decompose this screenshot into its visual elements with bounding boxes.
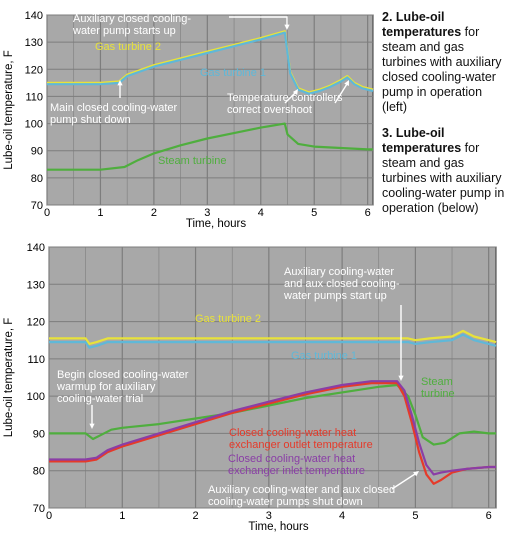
caption-3-number: 3.	[382, 126, 393, 140]
y-axis-label: Lube-oil temperature, F	[3, 50, 15, 170]
annotation-arrow	[391, 473, 416, 490]
series-label-1: Gas turbine 1	[200, 67, 266, 79]
x-tick-label: 5	[412, 510, 418, 522]
series-line-4	[49, 380, 496, 476]
annotation-0: Auxiliary closed cooling-water pump star…	[72, 13, 191, 37]
chart-bottom: 0 1 2 3 4 5 6 70 80 90 100 110 120 130 140 Time, hours L…	[3, 242, 497, 533]
x-tick-label: 4	[258, 207, 264, 219]
annotation-2: Temperature controllers correct overshoot	[227, 92, 343, 116]
x-tick-label: 2	[151, 207, 157, 219]
annotation-1: Main closed cooling-water pump shut down	[50, 102, 178, 126]
series-line-2	[47, 122, 373, 171]
caption-3-bold: Lube-oil temperatures	[382, 126, 462, 155]
caption-2-number: 2.	[382, 10, 393, 24]
y-axis-label: Lube-oil temperature, F	[3, 318, 15, 438]
x-tick-label: 6	[365, 207, 371, 219]
caption-2-bold: Lube-oil temperatures	[382, 10, 462, 39]
arrow-head	[89, 423, 95, 429]
annotation-1: Begin closed cooling-water warmup for aux…	[56, 369, 189, 405]
series-label-2: Steam turbine	[421, 376, 455, 400]
y-tick-label: 100	[27, 391, 45, 403]
y-tick-label: 110	[25, 91, 43, 103]
chart-top: 0 1 2 3 4 5 6 70 80 90 100 110 120 130 140 Time, hours L…	[3, 10, 374, 230]
x-tick-label: 4	[339, 510, 345, 522]
series-label-0: Gas turbine 2	[195, 313, 261, 325]
annotation-0: Auxiliary cooling-water and aux closed co…	[283, 266, 400, 302]
x-tick-label: 5	[311, 207, 317, 219]
annotation-arrow	[229, 16, 288, 26]
series-label-3: Closed cooling-water heat exchanger outle…	[229, 427, 373, 451]
x-tick-label: 0	[44, 207, 50, 219]
arrow-head	[284, 24, 290, 30]
arrow-head	[413, 471, 419, 477]
y-tick-label: 120	[25, 64, 43, 76]
caption-3-text: for steam and gas turbines with auxiliar…	[382, 141, 505, 215]
plot-area	[46, 14, 374, 206]
x-tick-label: 1	[97, 207, 103, 219]
y-tick-label: 90	[31, 146, 43, 158]
series-label-0: Gas turbine 2	[95, 41, 161, 53]
x-tick-label: 2	[192, 510, 198, 522]
caption-figure-3: 3. Lube-oil temperatures for steam and g…	[382, 126, 506, 216]
y-tick-label: 130	[25, 37, 43, 49]
series-line-1	[47, 31, 374, 95]
series-line-1	[49, 333, 497, 349]
series-label-1: Gas turbine 1	[291, 350, 357, 362]
y-tick-label: 140	[25, 10, 43, 22]
x-tick-label: 3	[266, 510, 272, 522]
x-tick-label: 3	[204, 207, 210, 219]
y-tick-label: 90	[33, 428, 45, 440]
x-tick-label: 1	[119, 510, 125, 522]
arrow-head	[117, 80, 123, 86]
y-tick-label: 70	[33, 503, 45, 515]
series-label-2: Steam turbine	[158, 155, 226, 167]
y-tick-label: 110	[27, 354, 45, 366]
arrow-head	[292, 89, 298, 95]
series-label-4: Closed cooling-water heat exchanger inlet…	[228, 453, 365, 477]
y-tick-label: 100	[25, 119, 43, 131]
caption-figure-2: 2. Lube-oil temperatures for steam and g…	[382, 10, 506, 115]
x-axis-label: Time, hours	[186, 218, 247, 230]
annotation-arrow	[284, 91, 297, 104]
y-tick-label: 80	[33, 466, 45, 478]
annotation-2: Auxiliary cooling-water and aux closed co…	[208, 484, 395, 508]
series-line-0	[49, 329, 497, 345]
annotation-arrow	[334, 83, 348, 104]
y-tick-label: 130	[27, 279, 45, 291]
caption-2-text: for steam and gas turbines with auxiliar…	[382, 25, 502, 114]
series-line-3	[49, 382, 496, 485]
y-tick-label: 70	[31, 200, 43, 212]
arrow-head	[398, 375, 404, 381]
arrow-head	[344, 80, 349, 86]
y-tick-label: 140	[27, 242, 45, 254]
x-tick-label: 0	[46, 510, 52, 522]
x-tick-label: 6	[486, 510, 492, 522]
series-line-2	[49, 383, 496, 446]
x-axis-label: Time, hours	[248, 521, 309, 533]
y-tick-label: 80	[31, 173, 43, 185]
y-tick-label: 120	[27, 317, 45, 329]
